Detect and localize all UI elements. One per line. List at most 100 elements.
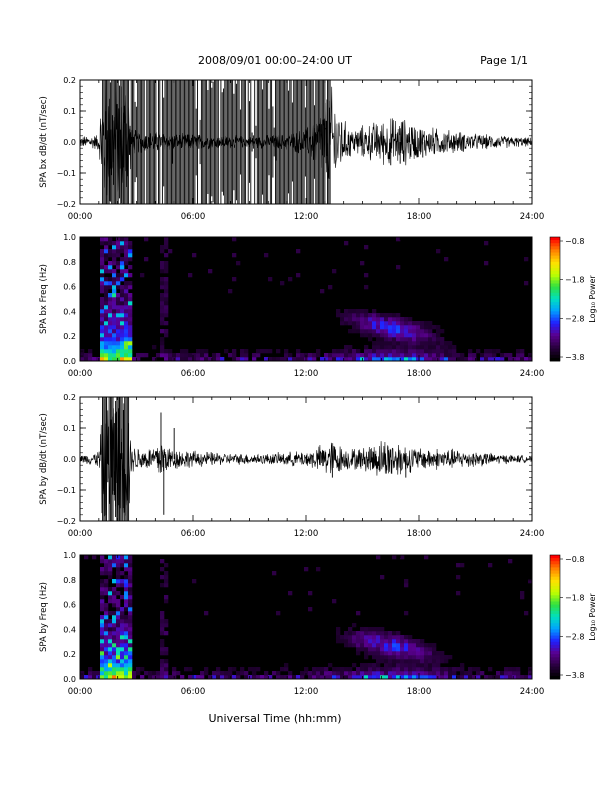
spectrogram-cell: [160, 305, 165, 310]
spectrogram-cell: [284, 357, 289, 362]
colorbar-segment: [550, 589, 560, 593]
spectrogram-cell: [100, 663, 105, 668]
spectrogram-cell: [460, 563, 465, 568]
spectrogram-cell: [104, 265, 109, 270]
spectrogram-cell: [392, 667, 397, 672]
spectrogram-cell: [428, 651, 433, 656]
spectrogram-cell: [360, 321, 365, 326]
spectrogram-cell: [144, 671, 149, 676]
spectrogram-cell: [488, 667, 493, 672]
spectrogram-cell: [124, 663, 129, 668]
spectrogram-cell: [116, 663, 121, 668]
spectrogram-cell: [112, 325, 117, 330]
spectrogram-cell: [168, 353, 173, 358]
spectrogram-cell: [244, 357, 249, 362]
spectrogram-cell: [396, 265, 401, 270]
spectrogram-cell: [396, 325, 401, 330]
spectrogram-cell: [116, 567, 121, 572]
spectrogram-cell: [372, 345, 377, 350]
spectrogram-cell: [164, 647, 169, 652]
spectrogram-cell: [108, 313, 113, 318]
spectrogram-cell: [444, 667, 449, 672]
spectrogram-cell: [352, 349, 357, 354]
spectrogram-cell: [240, 349, 245, 354]
spectrogram-cell: [392, 341, 397, 346]
spectrogram-cell: [116, 317, 121, 322]
y-tick-label: 0.0: [63, 357, 76, 366]
spectrogram-cell: [104, 583, 109, 588]
spectrogram-cell: [348, 671, 353, 676]
spectrogram-cell: [112, 293, 117, 298]
spectrogram-cell: [104, 655, 109, 660]
spectrogram-cell: [420, 643, 425, 648]
spectrogram-cell: [380, 321, 385, 326]
spectrogram-cell: [160, 313, 165, 318]
spectrogram-cell: [420, 321, 425, 326]
spectrogram-cell: [128, 559, 133, 564]
spectrogram-cell: [124, 353, 129, 358]
spectrogram-cell: [104, 623, 109, 628]
spectrogram-cell: [372, 639, 377, 644]
spectrogram-cell: [364, 313, 369, 318]
spectrogram-cell: [160, 575, 165, 580]
spectrogram-cell: [412, 671, 417, 676]
colorbar-segment: [550, 277, 560, 281]
spectrogram-cell: [380, 627, 385, 632]
spectrogram-cell: [124, 293, 129, 298]
spectrogram-cell: [196, 353, 201, 358]
spectrogram-cell: [312, 353, 317, 358]
spectrogram-cell: [380, 659, 385, 664]
spectrogram-cell: [124, 603, 129, 608]
spectrogram-cell: [356, 671, 361, 676]
spectrogram-cell: [348, 675, 353, 680]
spectrogram-cell: [104, 337, 109, 342]
spectrogram-cell: [388, 635, 393, 640]
spectrogram-cell: [128, 619, 133, 624]
spectrogram-cell: [288, 675, 293, 680]
colorbar-segment: [550, 243, 560, 247]
spectrogram-cell: [396, 635, 401, 640]
colorbar-segment: [550, 613, 560, 618]
colorbar-tick-label: −2.8: [565, 632, 584, 641]
spectrogram-cell: [240, 671, 245, 676]
spectrogram-cell: [216, 357, 221, 362]
x-tick-label: 24:00: [520, 369, 545, 379]
spectrogram-cell: [232, 357, 237, 362]
spectrogram-cell: [120, 345, 125, 350]
spectrogram-cell: [348, 631, 353, 636]
spectrogram-cell: [412, 655, 417, 660]
spectrogram-cell: [128, 285, 133, 290]
spectrogram-cell: [124, 591, 129, 596]
spectrogram-cell: [116, 265, 121, 270]
spectrogram-cell: [112, 337, 117, 342]
spectrogram-cell: [504, 667, 509, 672]
spectrogram-cell: [120, 675, 125, 680]
spectrogram-cell: [124, 257, 129, 262]
spectrogram-cell: [112, 305, 117, 310]
spectrogram-cell: [120, 313, 125, 318]
spectrogram-cell: [456, 667, 461, 672]
spectrogram-cell: [232, 675, 237, 680]
spectrogram-cell: [128, 587, 133, 592]
spectrogram-cell: [224, 671, 229, 676]
spectrogram-cell: [324, 357, 329, 362]
spectrogram-cell: [120, 647, 125, 652]
spectrogram-cell: [396, 675, 401, 680]
spectrogram-cell: [160, 285, 165, 290]
spectrogram-cell: [116, 237, 121, 242]
spectrogram-cell: [200, 671, 205, 676]
spectrogram-cell: [468, 349, 473, 354]
colorbar-segment: [550, 323, 560, 328]
colorbar-segment: [550, 610, 560, 615]
spectrogram-cell: [228, 353, 233, 358]
spectrogram-cell: [368, 627, 373, 632]
spectrogram-cell: [104, 289, 109, 294]
spectrogram-background: [80, 237, 532, 361]
spectrogram-cell: [104, 341, 109, 346]
spectrogram-cell: [364, 317, 369, 322]
spectrogram-cell: [124, 329, 129, 334]
spectrogram-cell: [356, 643, 361, 648]
spectrogram-cell: [436, 349, 441, 354]
spectrogram-cell: [456, 563, 461, 568]
spectrogram-cell: [120, 285, 125, 290]
